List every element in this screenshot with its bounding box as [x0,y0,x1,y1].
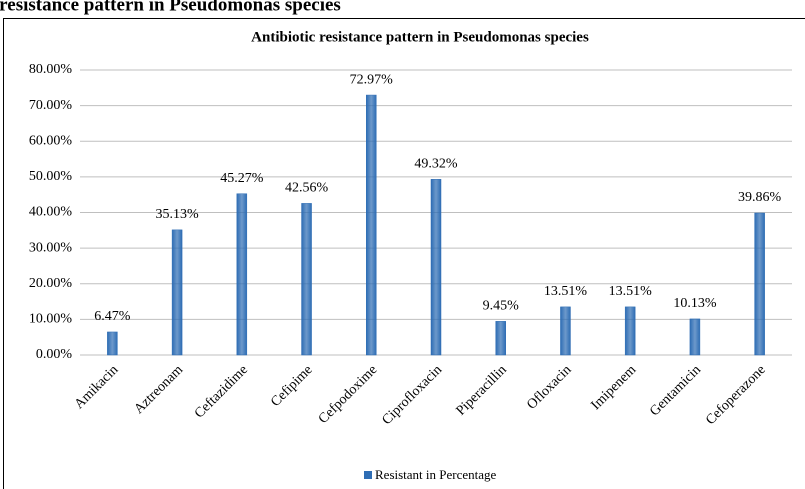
y-tick-label: 60.00% [29,133,73,148]
bar [171,229,183,356]
x-tick-label: Ciprofloxacin [380,362,446,428]
bar [754,212,765,356]
x-tick-label: Gentamicin [647,362,704,419]
bar [107,331,118,356]
x-tick-label: Imipenem [589,362,640,413]
x-tick-label: Ofloxacin [524,362,574,412]
y-tick-label: 80.00% [29,62,73,77]
x-tick-label: Amikacin [72,362,122,412]
legend-swatch [364,471,372,479]
bar [689,318,701,356]
x-tick-label: Cefipime [268,362,315,409]
y-tick-label: 20.00% [29,276,73,291]
bar [366,94,377,356]
y-tick-label: 30.00% [29,240,73,255]
bar [624,306,636,356]
bar [301,203,312,356]
value-label: 35.13% [156,207,200,222]
bar [495,321,506,356]
x-tick-label: Cefpodoxime [316,362,381,427]
value-label: 10.13% [673,296,717,311]
legend-label: Resistant in Percentage [375,467,497,482]
chart-title: Antibiotic resistance pattern in Pseudom… [251,29,589,45]
bar [236,193,248,356]
value-label: 45.27% [220,171,264,186]
value-label: 9.45% [483,299,520,314]
value-label: 49.32% [414,157,458,172]
value-label: 6.47% [94,309,131,324]
chart-frame [3,18,805,489]
y-tick-label: 40.00% [29,205,73,220]
value-label: 13.51% [609,284,653,299]
y-tick-label: 10.00% [29,312,73,327]
value-label: 42.56% [285,181,329,196]
value-label: 72.97% [350,72,394,87]
value-label: 39.86% [738,190,782,205]
y-tick-label: 0.00% [36,347,73,362]
y-tick-label: 70.00% [29,98,73,113]
x-tick-label: Piperacillin [454,362,510,418]
bar [560,306,571,356]
value-label: 13.51% [544,284,588,299]
page-heading: e resistance pattern in Pseudomonas spec… [0,0,341,15]
x-tick-label: Ceftazidime [192,362,251,421]
x-tick-label: Aztreonam [132,362,187,417]
bar [430,179,442,356]
y-tick-label: 50.00% [29,169,73,184]
x-tick-label: Cefoperazone [703,362,769,428]
